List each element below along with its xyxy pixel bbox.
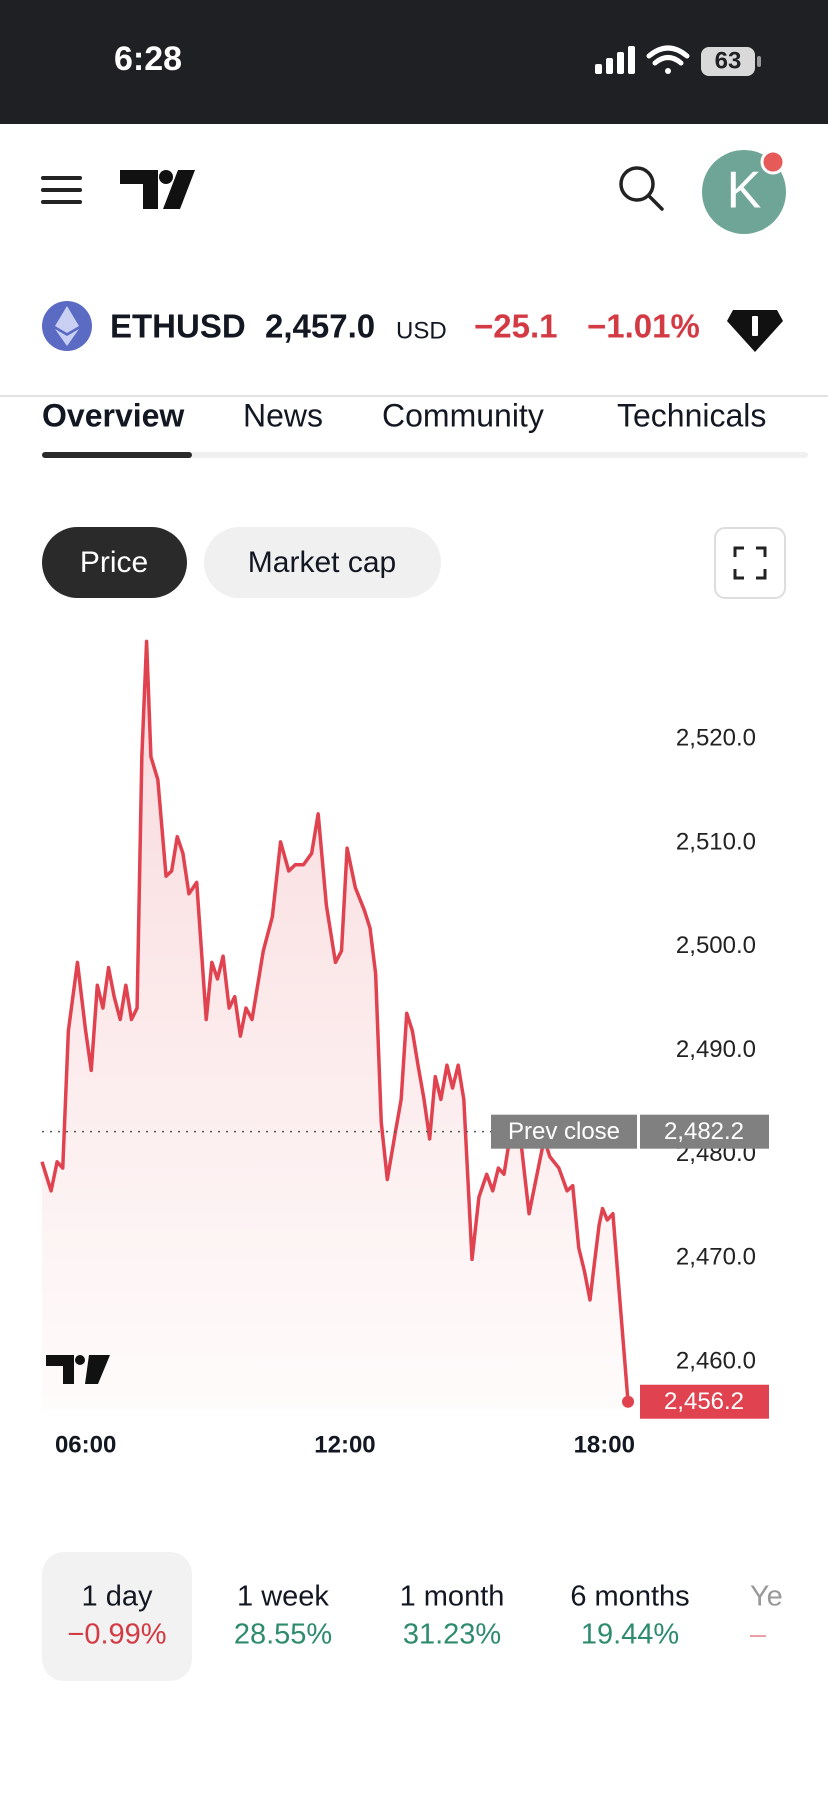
market-cap-pill-label: Market cap: [248, 546, 396, 579]
prev-close-name: Prev close: [508, 1118, 620, 1145]
last-price-box: [640, 1384, 769, 1419]
wifi-icon: [646, 45, 690, 74]
period-change[interactable]: −0.99%: [67, 1619, 166, 1651]
period-label[interactable]: 1 day: [82, 1581, 153, 1613]
price-line: [40, 639, 630, 1402]
avatar-letter: K: [727, 162, 762, 220]
period-change[interactable]: –: [750, 1619, 767, 1651]
y-tick-label: 2,520.0: [676, 724, 756, 751]
status-bar: [0, 0, 828, 124]
y-tick-label: 2,510.0: [676, 828, 756, 855]
ticker-change-percent: −1.01%: [587, 308, 700, 345]
ticker-price: 2,457.0: [265, 308, 375, 345]
y-tick-label: 2,460.0: [676, 1348, 756, 1375]
fullscreen-icon: [733, 546, 767, 580]
x-tick-label: 18:00: [574, 1431, 635, 1458]
period-label[interactable]: 1 month: [400, 1581, 505, 1613]
tab[interactable]: Community: [382, 397, 544, 433]
last-price-label: 2,456.2: [664, 1388, 744, 1415]
period-label[interactable]: Ye: [750, 1581, 783, 1613]
battery-level: 63: [715, 47, 742, 74]
x-tick-label: 12:00: [314, 1431, 375, 1458]
prev-close-value-box: [640, 1114, 769, 1149]
fullscreen-button[interactable]: [714, 527, 786, 599]
tabs: Overview News Community Technicals: [42, 397, 766, 433]
price-area: [42, 641, 629, 1409]
battery-tip: [757, 56, 761, 67]
period-label[interactable]: 1 week: [237, 1581, 329, 1613]
period-change[interactable]: 28.55%: [234, 1619, 332, 1651]
period-label[interactable]: 6 months: [570, 1581, 689, 1613]
battery-icon: [701, 47, 755, 76]
tab[interactable]: Overview: [42, 397, 184, 433]
tab-track: [42, 452, 808, 458]
ticker-currency: USD: [396, 317, 447, 344]
price-chart: 2,460.02,470.02,480.02,490.02,500.02,510…: [40, 639, 769, 1458]
y-tick-label: 2,500.0: [676, 932, 756, 959]
price-pill[interactable]: [42, 527, 187, 598]
tab-indicator: [42, 452, 192, 458]
last-price-dot: [622, 1395, 635, 1408]
tab[interactable]: Technicals: [617, 397, 766, 433]
period-change[interactable]: 31.23%: [403, 1619, 501, 1651]
signal-icon: [595, 46, 635, 74]
ticker-symbol: ETHUSD: [110, 308, 246, 345]
menu-button[interactable]: [41, 176, 82, 204]
status-time: 6:28: [114, 40, 182, 78]
chart-watermark: [46, 1355, 110, 1384]
market-cap-pill[interactable]: [204, 527, 441, 598]
prev-close-name-box: [491, 1114, 637, 1149]
tab[interactable]: News: [243, 397, 323, 433]
notification-dot: [760, 149, 786, 175]
periods: 1 day −0.99% 1 week 28.55% 1 month 31.23% 6 mo…: [67, 1581, 782, 1651]
price-pill-label: Price: [80, 546, 148, 579]
ticker-change: −25.1: [474, 308, 558, 345]
period-selected-bg: [42, 1552, 192, 1681]
y-tick-label: 2,490.0: [676, 1036, 756, 1063]
prev-close-value: 2,482.2: [664, 1118, 744, 1145]
period-change[interactable]: 19.44%: [581, 1619, 679, 1651]
y-tick-label: 2,470.0: [676, 1244, 756, 1271]
logo[interactable]: [120, 170, 195, 209]
eth-glyph: [55, 306, 79, 346]
pro-badge-glyph: [752, 316, 758, 336]
search-button[interactable]: [619, 166, 664, 211]
x-tick-label: 06:00: [55, 1431, 116, 1458]
